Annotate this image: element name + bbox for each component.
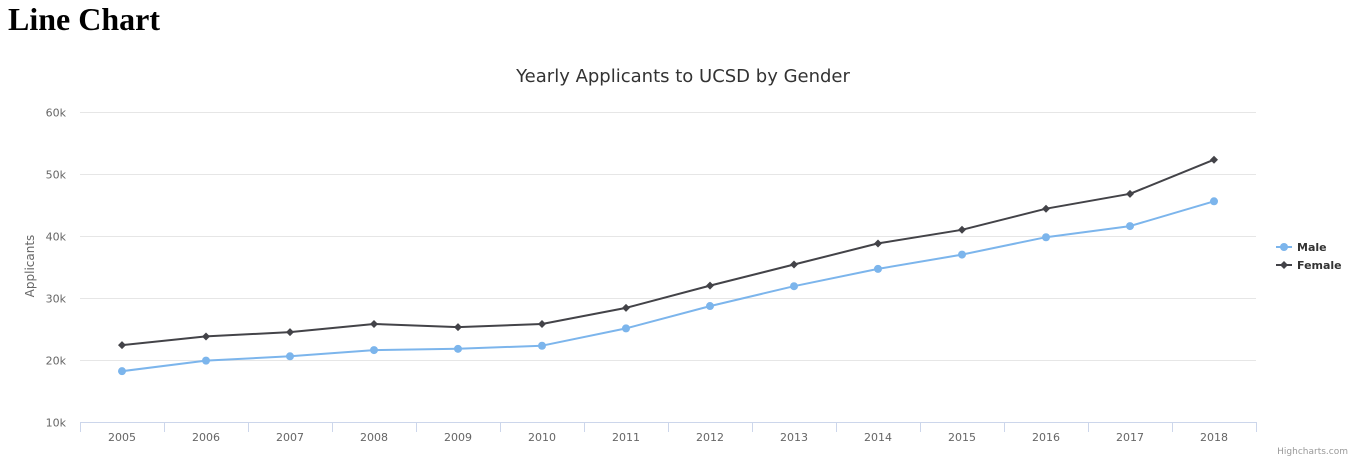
x-tick-label: 2006: [192, 431, 220, 444]
data-point[interactable]: [790, 260, 798, 269]
x-tick-label: 2015: [948, 431, 976, 444]
x-tick-label: 2010: [528, 431, 556, 444]
x-tick-label: 2017: [1116, 431, 1144, 444]
data-point[interactable]: [1126, 222, 1134, 231]
legend-item-female[interactable]: Female: [1276, 259, 1342, 272]
y-axis-title: Applicants: [23, 235, 37, 298]
data-point[interactable]: [1042, 233, 1050, 242]
data-point[interactable]: [118, 341, 126, 350]
data-point[interactable]: [1042, 204, 1050, 213]
series-line: [121, 158, 1215, 347]
data-point[interactable]: [1210, 155, 1218, 164]
data-point[interactable]: [202, 356, 210, 365]
credits-link[interactable]: Highcharts.com: [1277, 447, 1348, 457]
data-point[interactable]: [1210, 197, 1218, 206]
x-tick-label: 2009: [444, 431, 472, 444]
series-group: [118, 155, 1218, 376]
legend-label: Male: [1297, 241, 1327, 254]
x-tick-label: 2008: [360, 431, 388, 444]
y-tick-label: 10k: [46, 417, 67, 430]
y-tick-label: 30k: [46, 293, 67, 306]
page-heading: Line Chart: [8, 1, 160, 37]
legend-swatch-marker[interactable]: [1280, 243, 1288, 251]
data-point[interactable]: [202, 332, 210, 341]
data-point[interactable]: [538, 320, 546, 329]
data-point[interactable]: [874, 239, 882, 248]
x-tick-label: 2018: [1200, 431, 1228, 444]
x-tick-label: 2012: [696, 431, 724, 444]
data-point[interactable]: [454, 323, 462, 332]
x-tick-label: 2005: [108, 431, 136, 444]
series-line: [121, 200, 1215, 373]
grid-lines: [80, 112, 1256, 361]
data-point[interactable]: [874, 264, 882, 273]
y-tick-label: 20k: [46, 355, 67, 368]
data-point[interactable]: [370, 320, 378, 329]
y-tick-label: 60k: [46, 107, 67, 120]
data-point[interactable]: [958, 250, 966, 259]
legend: Male Female: [1276, 241, 1342, 272]
x-tick-label: 2016: [1032, 431, 1060, 444]
x-tick-label: 2011: [612, 431, 640, 444]
data-point[interactable]: [538, 341, 546, 350]
series-female: [118, 155, 1218, 350]
y-tick-label: 40k: [46, 231, 67, 244]
legend-item-male[interactable]: Male: [1276, 241, 1327, 254]
x-tick-label: 2013: [780, 431, 808, 444]
data-point[interactable]: [706, 281, 714, 290]
data-point[interactable]: [958, 225, 966, 234]
data-point[interactable]: [1126, 189, 1134, 198]
chart-title: Yearly Applicants to UCSD by Gender: [515, 66, 850, 87]
data-point[interactable]: [622, 324, 630, 333]
data-point[interactable]: [454, 344, 462, 353]
data-point[interactable]: [286, 352, 294, 361]
x-axis: 2005 2006 2007 2008 2009 2010 2011 2012 2013 2014…: [80, 422, 1257, 444]
data-point[interactable]: [706, 302, 714, 311]
legend-swatch-marker[interactable]: [1280, 261, 1288, 269]
y-axis: 10k 20k 30k 40k 50k 60k: [46, 107, 67, 430]
series-male: [118, 197, 1218, 376]
y-tick-label: 50k: [46, 169, 67, 182]
data-point[interactable]: [622, 303, 630, 312]
x-tick-label: 2007: [276, 431, 304, 444]
x-tick-label: 2014: [864, 431, 892, 444]
data-point[interactable]: [790, 282, 798, 291]
data-point[interactable]: [286, 328, 294, 337]
legend-label: Female: [1297, 259, 1342, 272]
data-point[interactable]: [118, 367, 126, 376]
data-point[interactable]: [370, 346, 378, 355]
